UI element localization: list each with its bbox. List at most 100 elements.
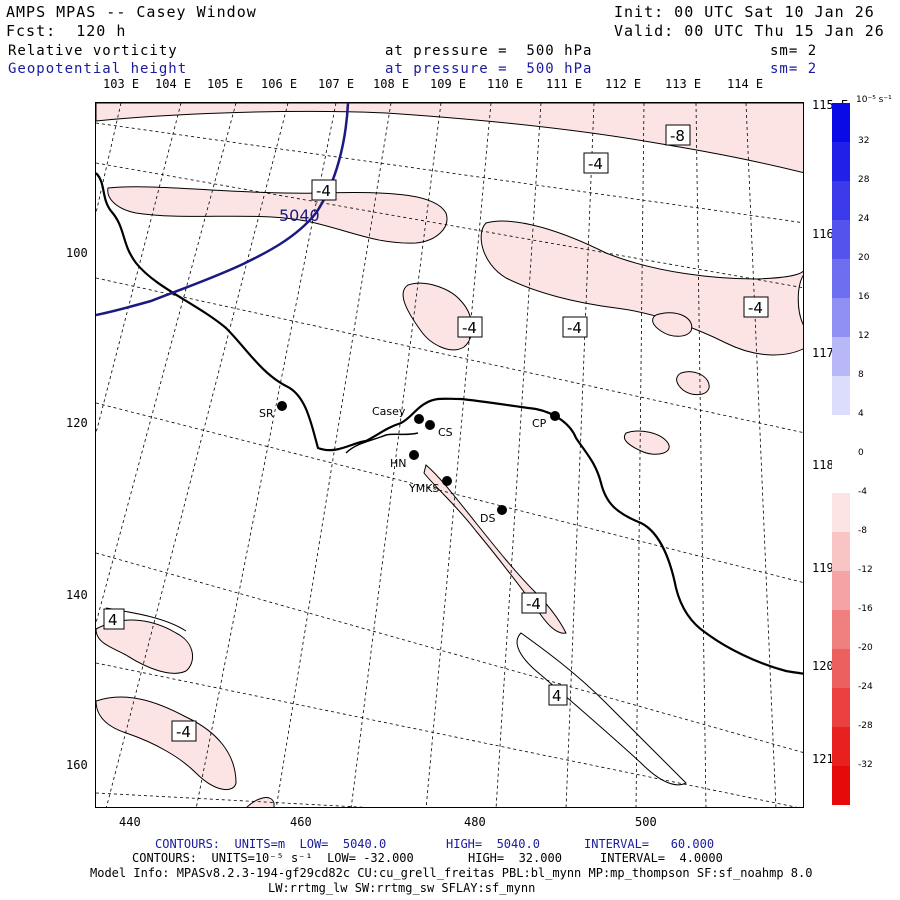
contour-label: 4: [108, 611, 118, 629]
bottom-tick-label: 500: [635, 815, 657, 829]
station-marker: [550, 411, 560, 421]
top-lon-label: 112 E: [605, 77, 642, 91]
footer-height-interval: INTERVAL= 60.000: [584, 837, 715, 851]
colorbar-segment: [832, 298, 850, 337]
contour-label: 4: [552, 687, 562, 705]
footer-model-info-2: LW:rrtmg_lw SW:rrtmg_sw SFLAY:sf_mynn: [268, 881, 536, 895]
map-svg: 5040 -8 -4 -4 -4 -4 -4 -4 -4 4 4 SR Case…: [96, 103, 803, 807]
station-label: CP: [532, 417, 547, 430]
left-tick-label: 140: [66, 588, 88, 602]
footer-model-info: Model Info: MPASv8.2.3-194-gf29cd82c CU:…: [90, 866, 813, 880]
colorbar-segment: [832, 649, 850, 688]
colorbar-label: -24: [858, 682, 873, 692]
top-lon-label: 105 E: [207, 77, 244, 91]
colorbar-segment: [832, 688, 850, 727]
colorbar-segment: [832, 727, 850, 766]
contour-label: -8: [670, 127, 685, 145]
footer-height-high: HIGH= 5040.0: [446, 837, 540, 851]
colorbar-segment: [832, 454, 850, 493]
colorbar-label: 8: [858, 370, 864, 380]
left-tick-label: 100: [66, 246, 88, 260]
plot-title: AMPS MPAS -- Casey Window: [6, 3, 257, 21]
field2-level: at pressure = 500 hPa: [385, 61, 593, 77]
colorbar-label: 4: [858, 409, 864, 419]
colorbar-segment: [832, 259, 850, 298]
contour-label: -4: [316, 182, 331, 200]
colorbar-segment: [832, 337, 850, 376]
colorbar-label: 28: [858, 175, 870, 185]
station-marker: [414, 414, 424, 424]
colorbar-label: 12: [858, 331, 870, 341]
top-lon-label: 107 E: [318, 77, 355, 91]
colorbar-label: -4: [858, 487, 867, 497]
colorbar-label: -20: [858, 643, 873, 653]
vorticity-shading: [96, 103, 803, 807]
colorbar-label: 20: [858, 253, 870, 263]
station-marker: [277, 401, 287, 411]
colorbar-label: -16: [858, 604, 873, 614]
station-label: CS: [438, 426, 453, 439]
field1-name: Relative vorticity: [8, 43, 178, 59]
top-lon-label: 109 E: [430, 77, 467, 91]
colorbar-segment: [832, 181, 850, 220]
top-lon-label: 113 E: [665, 77, 702, 91]
colorbar-segment: [832, 103, 850, 142]
station-marker: [425, 420, 435, 430]
colorbar: [832, 103, 850, 805]
top-lon-label: 114 E: [727, 77, 764, 91]
field2-name: Geopotential height: [8, 61, 188, 77]
top-lon-label: 103 E: [103, 77, 140, 91]
colorbar-segment: [832, 415, 850, 454]
colorbar-label: -12: [858, 565, 873, 575]
height-contour-5040: [96, 103, 350, 317]
colorbar-label: -8: [858, 526, 867, 536]
footer-vort-units: CONTOURS: UNITS=10⁻⁵ s⁻¹ LOW= -32.000: [132, 851, 414, 865]
station-label: DS: [480, 512, 495, 525]
footer-height-units: CONTOURS: UNITS=m LOW= 5040.0: [155, 837, 387, 851]
station-label: YMKS: [408, 482, 439, 495]
field1-level: at pressure = 500 hPa: [385, 43, 593, 59]
init-time: Init: 00 UTC Sat 10 Jan 26: [614, 3, 875, 21]
contour-label: -4: [748, 299, 763, 317]
station-marker: [442, 476, 452, 486]
height-contour-label: 5040: [279, 206, 320, 225]
station-label: Casey: [372, 405, 406, 418]
station-marker: [497, 505, 507, 515]
map-plot: 5040 -8 -4 -4 -4 -4 -4 -4 -4 4 4 SR Case…: [95, 102, 804, 808]
colorbar-label: -32: [858, 760, 873, 770]
bottom-tick-label: 460: [290, 815, 312, 829]
colorbar-segment: [832, 376, 850, 415]
valid-time: Valid: 00 UTC Thu 15 Jan 26: [614, 22, 885, 40]
top-lon-label: 108 E: [373, 77, 410, 91]
top-lon-label: 111 E: [546, 77, 583, 91]
bottom-tick-label: 440: [119, 815, 141, 829]
colorbar-segment: [832, 571, 850, 610]
top-lon-label: 104 E: [155, 77, 192, 91]
contour-label: -4: [567, 319, 582, 337]
footer-vort-interval: INTERVAL= 4.0000: [600, 851, 723, 865]
stations: SR Casey CS CP HN YMKS DS: [259, 401, 560, 525]
forecast-hour: Fcst: 120 h: [6, 22, 127, 40]
colorbar-label: -28: [858, 721, 873, 731]
contour-label-boxes: -8 -4 -4 -4 -4 -4 -4 -4 4 4: [103, 124, 769, 742]
field1-smoothing: sm= 2: [770, 43, 818, 59]
station-label: SR: [259, 407, 274, 420]
left-tick-label: 160: [66, 758, 88, 772]
coastline-inner: [345, 432, 419, 454]
top-lon-label: 110 E: [487, 77, 524, 91]
contour-label: -4: [462, 319, 477, 337]
colorbar-segment: [832, 610, 850, 649]
contour-label: -4: [526, 595, 541, 613]
left-tick-label: 120: [66, 416, 88, 430]
station-marker: [409, 450, 419, 460]
colorbar-segment: [832, 220, 850, 259]
bottom-tick-label: 480: [464, 815, 486, 829]
station-label: HN: [390, 457, 407, 470]
colorbar-unit: 10⁻⁵ s⁻¹: [856, 95, 892, 105]
colorbar-label: 32: [858, 136, 870, 146]
contour-label: -4: [588, 155, 603, 173]
graticule: [96, 103, 803, 807]
colorbar-label: 24: [858, 214, 870, 224]
footer-vort-high: HIGH= 32.000: [468, 851, 562, 865]
top-lon-label: 106 E: [261, 77, 298, 91]
